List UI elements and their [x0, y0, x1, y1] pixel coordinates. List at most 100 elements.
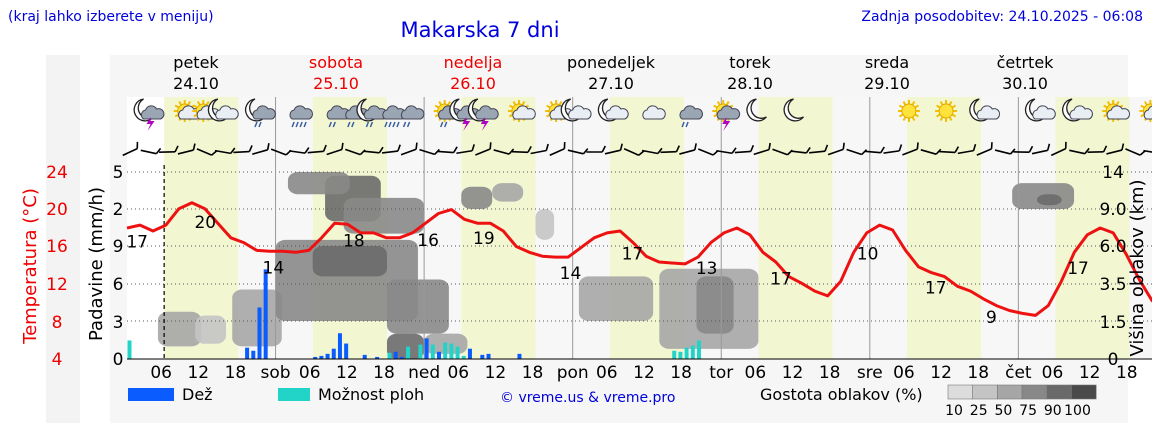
shower-bar-12 — [690, 345, 695, 359]
cloud-area-8 — [386, 279, 449, 334]
page-title: Makarska 7 dni — [400, 18, 559, 42]
shower-bar-0 — [127, 340, 132, 359]
wind-barb — [846, 148, 868, 156]
temp-label-8: 13 — [696, 259, 718, 279]
x-tick: 12 — [782, 363, 804, 383]
day-date-1: 25.10 — [313, 74, 359, 93]
cloud-area-2 — [232, 289, 282, 347]
shower-bar-7 — [455, 346, 460, 359]
precip-tick: 2 — [113, 200, 124, 220]
shower-bar-13 — [696, 340, 701, 359]
cloud-icon — [642, 105, 666, 120]
x-tick: 12 — [485, 363, 507, 383]
moon-cloud-storm-icon — [133, 98, 165, 131]
cloud-density-areas — [157, 172, 1075, 359]
day-name-0: petek — [173, 53, 219, 72]
temp-tick: 8 — [52, 313, 63, 333]
x-tick: sre — [857, 363, 883, 383]
shower-bar-1 — [387, 352, 392, 359]
x-tick: 12 — [1079, 363, 1101, 383]
x-tick: 12 — [930, 363, 952, 383]
last-updated: Zadnja posodobitev: 24.10.2025 - 06:08 — [861, 9, 1143, 25]
moon-cloud-icon — [1024, 98, 1056, 122]
precip-tick: 0 — [113, 350, 124, 370]
temp-label-7: 17 — [622, 244, 644, 264]
wind-barbs — [122, 141, 1152, 157]
axes: 4 8 12 16 20 24 0 3 6 9 2 5 0 1.5 3.5 6.0 9.0 14 06 12 18 sob… — [46, 163, 1152, 383]
wind-barb — [604, 143, 623, 155]
rain-bar-1 — [251, 350, 256, 359]
rain-bar-12 — [393, 351, 398, 359]
wind-barb — [122, 141, 139, 157]
weather-icons — [133, 98, 1152, 131]
wind-barb — [140, 147, 162, 155]
wind-barb — [1106, 143, 1125, 155]
wind-barb — [326, 142, 344, 156]
cloud-rain-heavy-icon — [289, 105, 313, 128]
shower-bar-5 — [443, 342, 448, 359]
wind-barb — [827, 142, 845, 156]
day-name-5: sreda — [865, 53, 909, 72]
rain-bar-13 — [399, 356, 404, 359]
shower-bar-9 — [672, 350, 677, 359]
density-tick: 75 — [1019, 403, 1037, 419]
density-swatch-10 — [947, 384, 974, 400]
wind-barb — [883, 144, 903, 154]
day-date-0: 24.10 — [173, 74, 219, 93]
day-date-2: 26.10 — [450, 74, 496, 93]
x-tick: čet — [1005, 363, 1032, 383]
x-tick: 12 — [187, 363, 209, 383]
temp-tick: 20 — [46, 200, 68, 220]
rain-bar-4 — [313, 356, 318, 359]
day-name-3: ponedeljek — [567, 53, 656, 72]
x-tick: 18 — [373, 363, 395, 383]
density-scale: 10 25 50 75 90 100 — [945, 384, 1097, 419]
legend-density-label: Gostota oblakov (%) — [760, 385, 923, 404]
wind-barb — [381, 144, 401, 154]
wind-barb — [1143, 149, 1152, 155]
legend-shower-label: Možnost ploh — [318, 385, 424, 404]
rain-bar-5 — [319, 355, 324, 359]
wind-barb — [734, 144, 755, 154]
temp-label-13: 17 — [1067, 259, 1089, 279]
density-swatch-75 — [1021, 384, 1048, 400]
wind-barb — [530, 143, 549, 155]
cloud-height-tick: 6.0 — [1099, 237, 1126, 257]
wind-barb — [252, 143, 270, 155]
temp-tick: 12 — [46, 275, 68, 295]
cloud-rain-icon — [679, 105, 703, 128]
day-date-3: 27.10 — [588, 74, 634, 93]
x-tick: 18 — [522, 363, 544, 383]
region-note[interactable]: (kraj lahko izberete v meniju) — [8, 9, 214, 25]
x-tick: 18 — [225, 363, 247, 383]
legend-rain-label: Dež — [182, 385, 213, 404]
x-tick: sob — [261, 363, 291, 383]
wind-barb — [567, 148, 589, 155]
temp-label-2: 14 — [263, 258, 285, 278]
cloud-area-11 — [461, 186, 493, 209]
density-tick: 25 — [970, 403, 988, 419]
x-tick: 06 — [447, 363, 469, 383]
cloud-rain-icon — [400, 105, 425, 128]
wind-barb — [400, 142, 418, 156]
moon-icon — [783, 98, 805, 122]
cloud-height-tick: 1.5 — [1099, 313, 1126, 333]
x-tick: 18 — [1116, 363, 1138, 383]
density-tick: 90 — [1044, 403, 1062, 419]
rain-bar-7 — [331, 348, 336, 359]
copyright-link[interactable]: © vreme.us & vreme.pro — [500, 390, 675, 406]
temp-label-12: 9 — [986, 308, 997, 328]
moon-cloud-storm-icon — [467, 98, 499, 131]
density-tick: 10 — [945, 403, 963, 419]
cloud-area-12 — [492, 183, 524, 202]
wind-barb — [307, 144, 327, 154]
temp-label-1: 20 — [194, 213, 216, 233]
sun-cloud-storm-icon — [712, 100, 741, 131]
sun-cloud-icon — [1139, 100, 1152, 122]
sun-icon — [897, 100, 920, 122]
cloud-height-tick: 9.0 — [1099, 200, 1126, 220]
wind-barb — [976, 142, 993, 156]
shower-bar-2 — [406, 346, 411, 359]
wind-barb — [493, 148, 515, 155]
rain-bar-3 — [263, 269, 268, 359]
